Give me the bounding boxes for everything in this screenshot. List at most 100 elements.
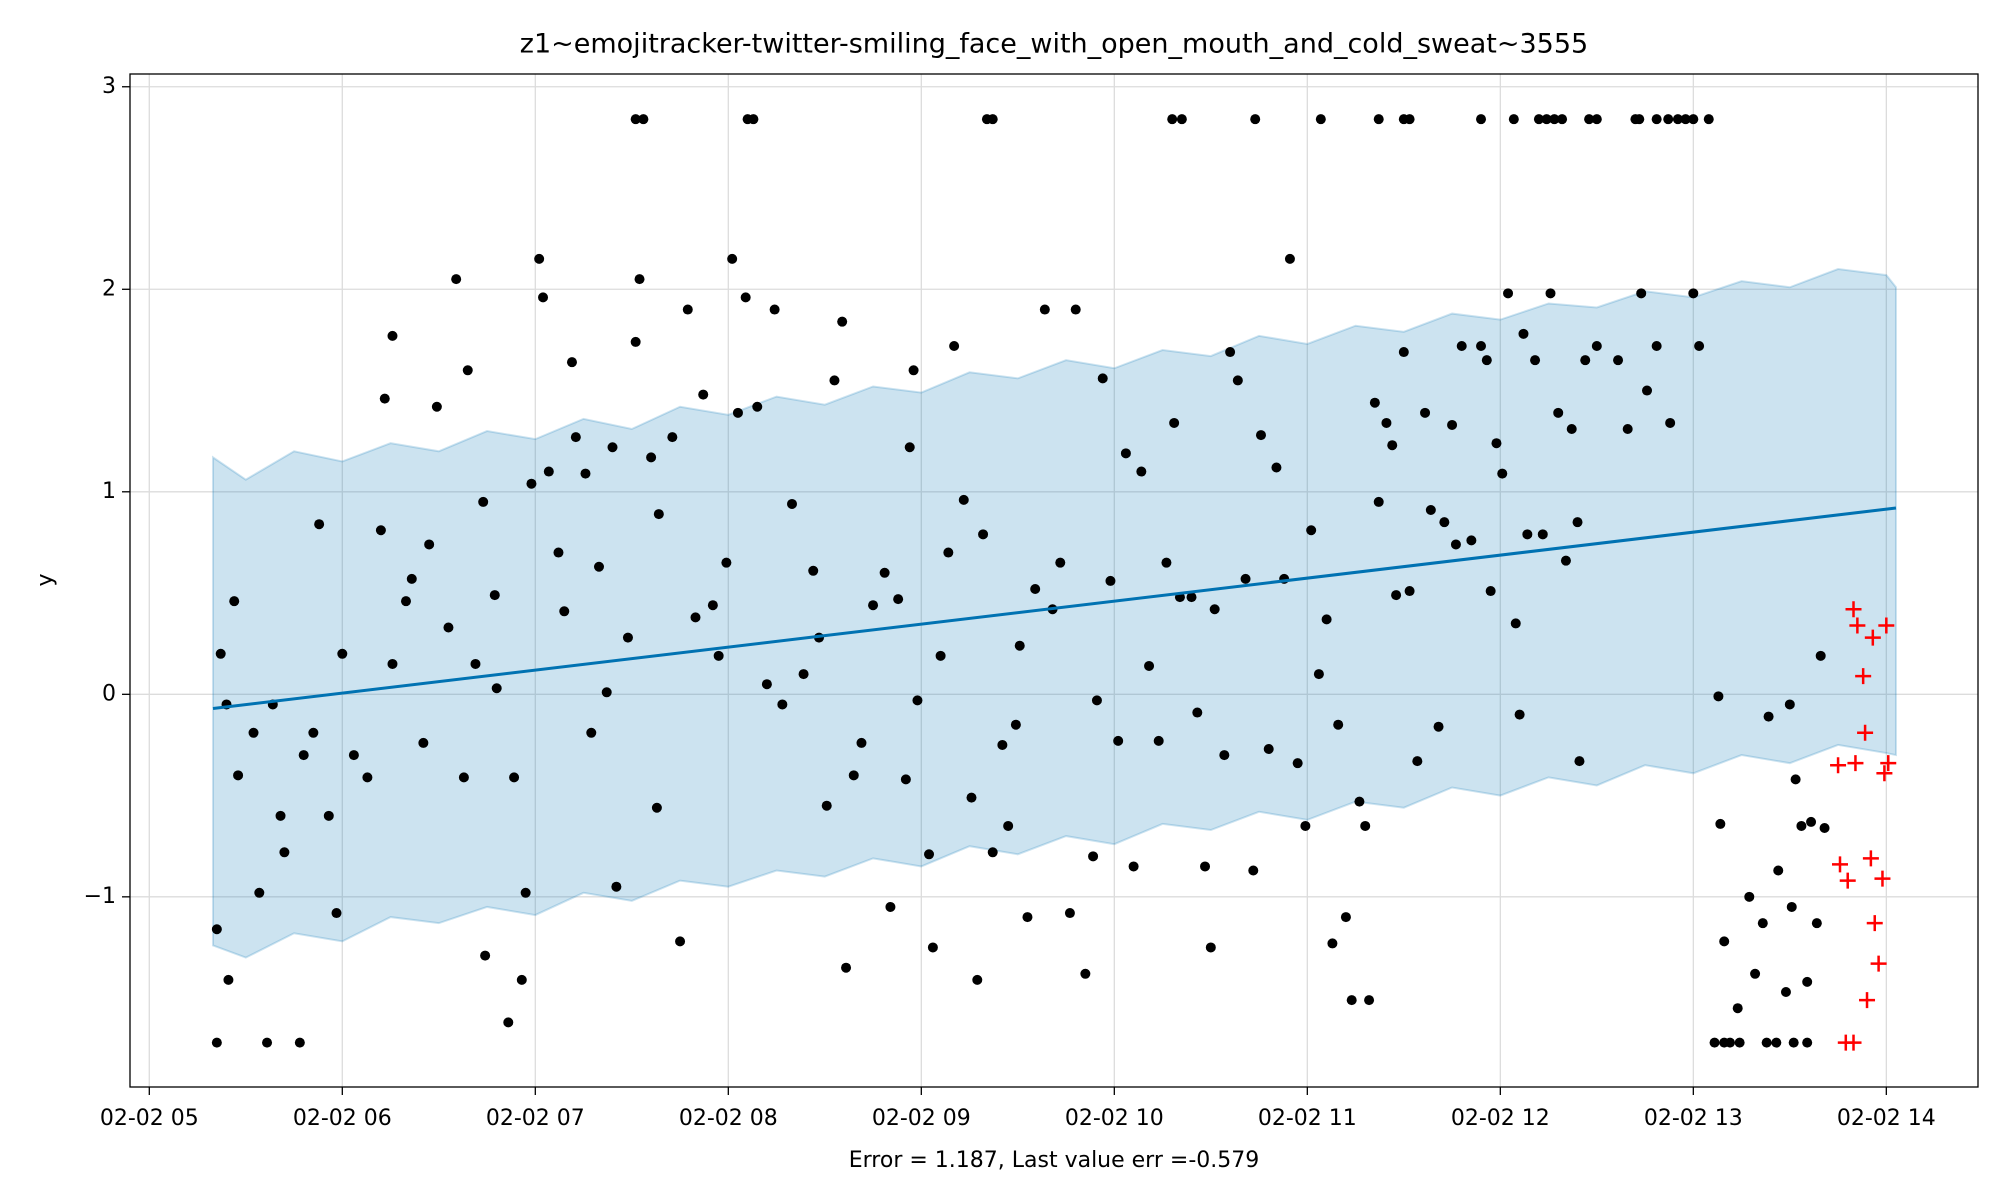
test-point	[1874, 870, 1891, 887]
data-point	[634, 274, 645, 285]
data-point	[1404, 114, 1415, 125]
data-point	[1167, 114, 1178, 125]
data-point	[543, 466, 554, 477]
data-point	[1651, 340, 1662, 351]
data-point	[1732, 1003, 1743, 1014]
data-point	[1476, 340, 1487, 351]
data-point	[1591, 340, 1602, 351]
data-point	[1719, 936, 1730, 947]
data-point	[1715, 818, 1726, 829]
data-point	[622, 632, 633, 643]
x-axis-label: Error = 1.187, Last value err =-0.579	[849, 1148, 1260, 1173]
data-point	[1790, 774, 1801, 785]
data-point	[314, 519, 325, 530]
data-point	[1557, 114, 1568, 125]
data-point	[1672, 114, 1683, 125]
data-point	[1773, 865, 1784, 876]
data-point	[215, 648, 226, 659]
data-point	[1553, 407, 1564, 418]
test-point	[1857, 724, 1874, 741]
data-point	[837, 316, 848, 327]
data-point	[1476, 114, 1487, 125]
data-point	[721, 557, 732, 568]
data-point	[1503, 288, 1514, 299]
data-point	[1485, 586, 1496, 597]
data-point	[1522, 529, 1533, 540]
data-point	[646, 452, 657, 463]
data-point	[1364, 995, 1375, 1006]
data-point	[1387, 440, 1398, 451]
data-point	[1186, 592, 1197, 603]
data-point	[478, 496, 489, 507]
data-point	[387, 330, 398, 341]
data-point	[972, 974, 983, 985]
data-point	[418, 737, 429, 748]
x-tick-label: 02-02 08	[679, 1106, 778, 1131]
data-point	[1321, 614, 1332, 625]
data-point	[987, 847, 998, 858]
data-point	[1537, 529, 1548, 540]
test-point	[1845, 601, 1862, 618]
data-point	[978, 529, 989, 540]
y-tick-label: 2	[102, 276, 116, 301]
data-point	[553, 547, 564, 558]
data-point	[1306, 525, 1317, 536]
data-point	[1734, 1037, 1745, 1048]
data-point	[1724, 1037, 1735, 1048]
data-point	[211, 924, 222, 935]
data-point	[713, 650, 724, 661]
data-point	[727, 253, 738, 264]
data-point	[841, 962, 852, 973]
data-point	[1580, 355, 1591, 366]
data-point	[893, 594, 904, 605]
data-point	[732, 407, 743, 418]
data-point	[682, 304, 693, 315]
data-point	[1064, 908, 1075, 919]
data-point	[1815, 650, 1826, 661]
x-tick-label: 02-02 12	[1451, 1106, 1550, 1131]
data-point	[904, 442, 915, 453]
data-point	[1514, 709, 1525, 720]
data-point	[1161, 557, 1172, 568]
data-point	[1412, 756, 1423, 767]
data-point	[1360, 820, 1371, 831]
data-point	[1713, 691, 1724, 702]
data-point	[1300, 820, 1311, 831]
data-point	[275, 810, 286, 821]
data-point	[1003, 820, 1014, 831]
data-point	[1636, 288, 1647, 299]
test-point	[1830, 757, 1847, 774]
data-point	[740, 292, 751, 303]
x-tick-label: 02-02 06	[293, 1106, 392, 1131]
data-point	[638, 114, 649, 125]
data-point	[526, 478, 537, 489]
data-point	[1433, 721, 1444, 732]
data-point	[211, 1037, 222, 1048]
data-point	[1450, 539, 1461, 550]
data-point	[480, 950, 491, 961]
data-point	[958, 494, 969, 505]
data-point	[1128, 861, 1139, 872]
plot-frame	[129, 73, 1979, 1088]
data-point	[406, 573, 417, 584]
y-tick-label: 3	[102, 74, 116, 99]
data-point	[1136, 466, 1147, 477]
data-point	[1144, 660, 1155, 671]
data-point	[1613, 355, 1624, 366]
data-point	[1566, 424, 1577, 435]
data-point	[1284, 253, 1295, 264]
data-point	[489, 590, 500, 601]
data-point	[470, 658, 481, 669]
data-point	[424, 539, 435, 550]
data-point	[566, 357, 577, 368]
data-point	[1240, 573, 1251, 584]
data-point	[331, 908, 342, 919]
data-point	[997, 739, 1008, 750]
data-point	[1518, 328, 1529, 339]
x-tick-label: 02-02 11	[1258, 1106, 1357, 1131]
data-point	[1761, 1037, 1772, 1048]
x-tick-label: 02-02 13	[1644, 1106, 1743, 1131]
data-point	[1549, 114, 1560, 125]
y-tick-label: 0	[102, 681, 116, 706]
